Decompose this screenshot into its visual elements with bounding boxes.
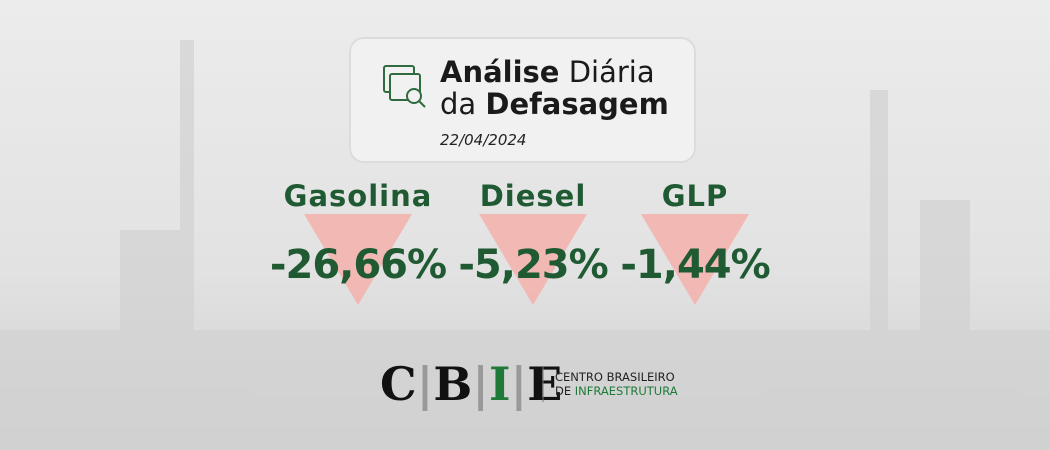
item-value: -1,44% — [620, 242, 769, 288]
item-name: GLP — [662, 179, 729, 213]
down-arrow — [304, 214, 412, 305]
title-word: da — [440, 87, 476, 121]
title-line-1: Análise Diária — [440, 55, 655, 89]
tagline-1: CENTRO BRASILEIRO — [555, 370, 675, 384]
logo-divider: | — [511, 357, 528, 411]
title-card — [349, 37, 696, 163]
title-word: Defasagem — [485, 87, 668, 121]
item-name: Gasolina — [284, 179, 433, 213]
logo-divider: | — [472, 357, 489, 411]
tagline-word: DE — [555, 384, 571, 398]
logo-divider: | — [417, 357, 434, 411]
logo-letter: I — [489, 357, 511, 411]
logo-letter: C — [380, 357, 417, 411]
down-arrow — [479, 214, 587, 305]
title-word: Diária — [569, 55, 655, 89]
title-line-2: da Defasagem — [440, 87, 669, 121]
logo-letter: B — [433, 357, 472, 411]
down-arrow — [641, 214, 749, 305]
item-value: -5,23% — [458, 242, 607, 288]
item-value: -26,66% — [270, 242, 446, 288]
tagline-2: DE INFRAESTRUTURA — [555, 384, 678, 398]
item-name: Diesel — [480, 179, 587, 213]
industrial-silhouette — [0, 40, 1050, 450]
tagline-word: INFRAESTRUTURA — [575, 384, 678, 398]
date: 22/04/2024 — [440, 131, 526, 149]
logo-letter: E — [527, 357, 562, 411]
analysis-icon — [383, 65, 426, 108]
title-word: Análise — [440, 55, 559, 89]
logo-mark: C|B|I|E — [380, 357, 562, 411]
